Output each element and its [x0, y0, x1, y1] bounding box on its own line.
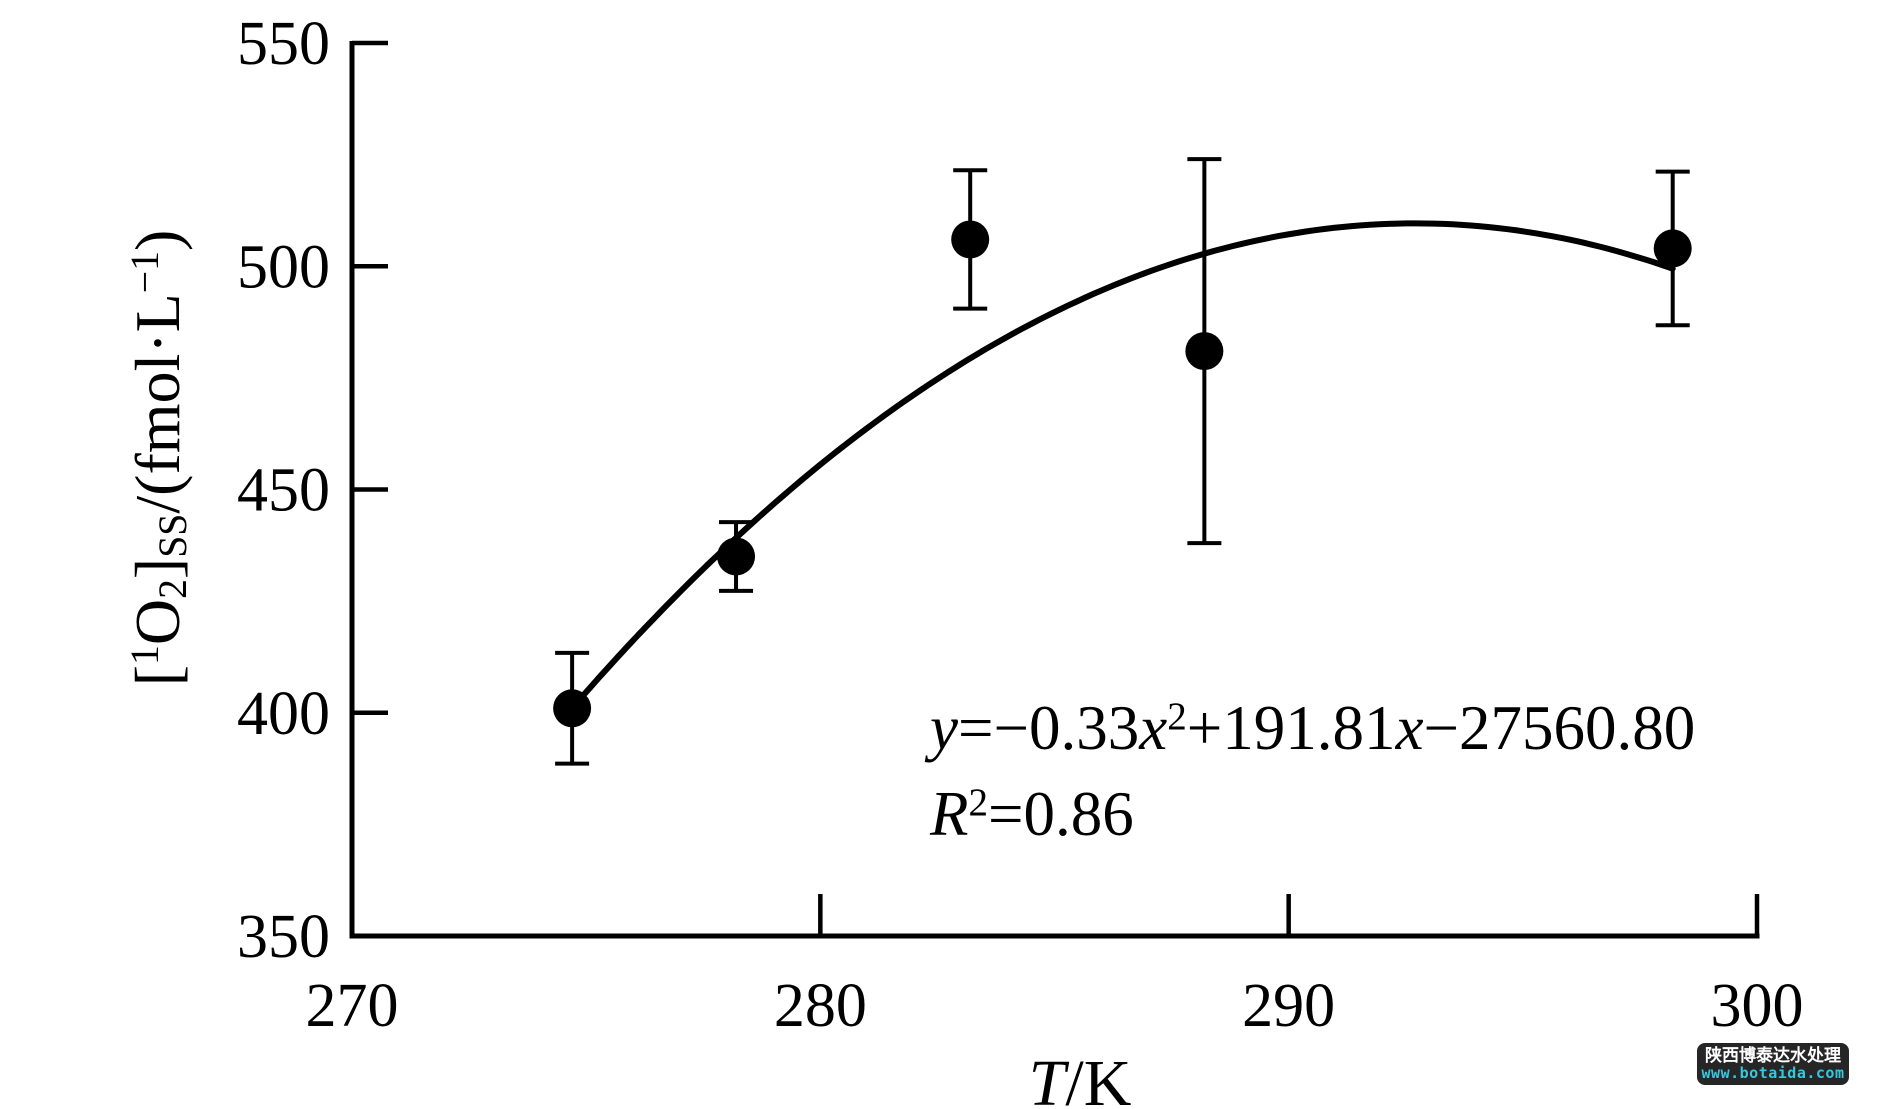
y-axis-label-units: /(fmol·L	[122, 293, 193, 514]
equation-x-symbol-1: x	[1139, 693, 1168, 763]
y-axis-label-superscript-minus1: −1	[123, 251, 168, 294]
fit-equation-text: y=−0.33x2+191.81x−27560.80	[930, 692, 1695, 765]
x-axis-label-symbol: T	[1028, 1047, 1066, 1109]
r-squared-text: R2=0.86	[930, 778, 1134, 851]
y-axis-label-bracket-close: ]	[122, 557, 193, 580]
x-axis-label: T/K	[1029, 1046, 1132, 1109]
watermark-company-name: 陕西博泰达水处理	[1705, 1045, 1841, 1065]
y-tick-label: 550	[237, 10, 330, 78]
y-axis-label-superscript-1: 1	[123, 645, 168, 665]
y-axis-label-oxygen: O	[122, 598, 193, 646]
y-tick-label: 400	[237, 680, 330, 748]
data-point	[951, 220, 990, 259]
r-exponent: 2	[968, 780, 989, 824]
r-squared-value: =0.86	[988, 779, 1134, 849]
equation-exponent: 2	[1167, 694, 1187, 738]
r-symbol: R	[930, 779, 969, 849]
fit-curve	[569, 220, 1676, 711]
watermark-url: www.botaida.com	[1701, 1064, 1845, 1083]
equation-coefficient-a: =−0.33	[957, 693, 1140, 763]
y-tick-label: 350	[237, 903, 330, 971]
x-tick-label: 280	[774, 972, 867, 1040]
data-point	[553, 689, 592, 728]
y-tick-label: 450	[237, 457, 330, 525]
x-tick-label: 300	[1711, 972, 1804, 1040]
y-axis-label-paren-close: )	[122, 229, 193, 252]
x-tick-label: 270	[306, 972, 399, 1040]
equation-constant: −27560.80	[1423, 693, 1696, 763]
data-point	[717, 537, 756, 576]
y-axis-label-bracket-open: [	[122, 664, 193, 687]
data-point	[1653, 229, 1692, 268]
x-axis-label-units: /K	[1065, 1047, 1132, 1109]
x-tick-label: 290	[1242, 972, 1335, 1040]
y-axis-label-subscript-2: 2	[151, 579, 196, 599]
watermark-badge: 陕西博泰达水处理 www.botaida.com	[1697, 1043, 1849, 1085]
y-axis-label-subscript-ss: SS	[151, 513, 196, 558]
equation-coefficient-b: +191.81	[1186, 693, 1396, 763]
data-point	[1185, 332, 1224, 371]
y-tick-label: 500	[237, 233, 330, 301]
equation-y-symbol: y	[930, 693, 958, 763]
y-axis-label: [1O2]SS/(fmol·L−1)	[121, 230, 195, 687]
equation-x-symbol-2: x	[1395, 693, 1424, 763]
